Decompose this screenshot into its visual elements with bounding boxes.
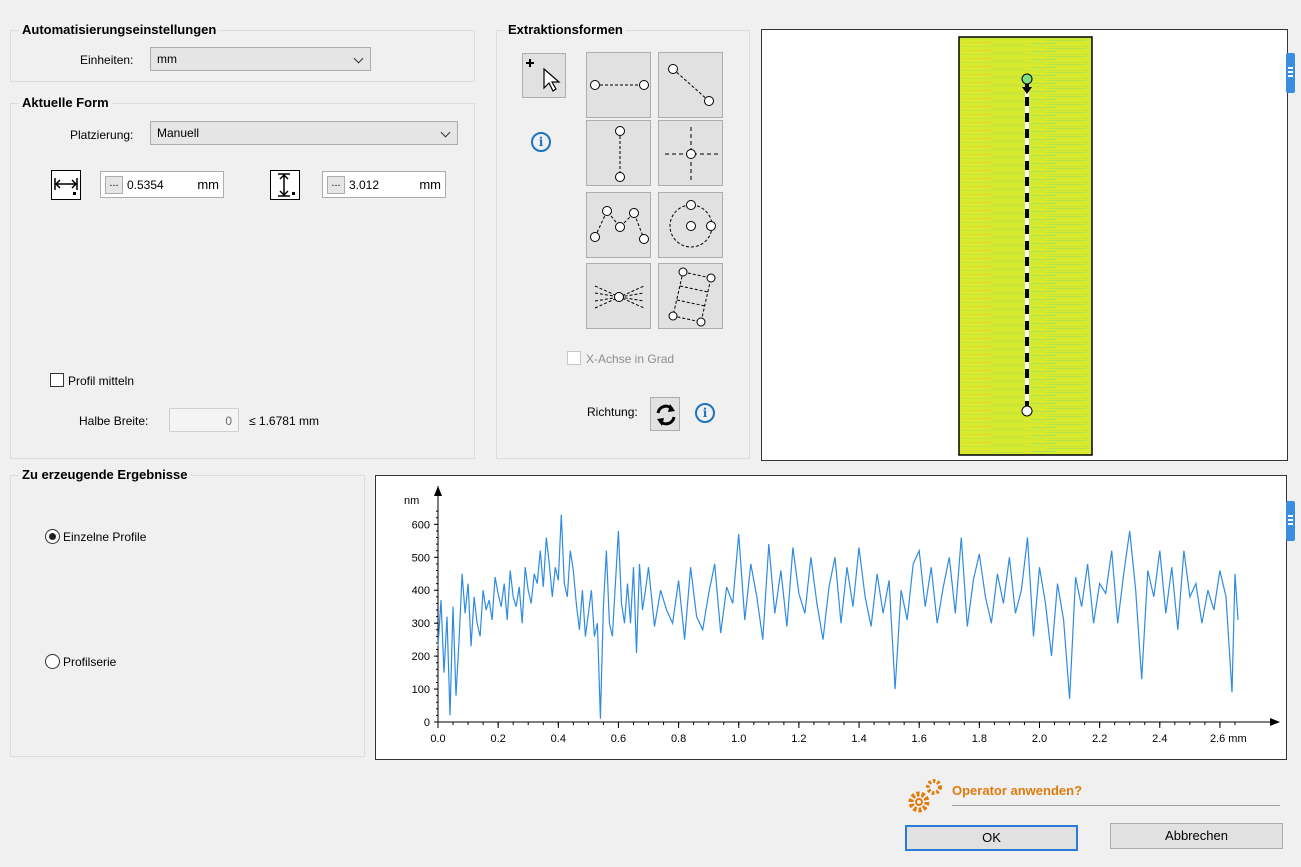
single-profiles-label: Einzelne Profile	[63, 530, 147, 544]
prompt-divider	[952, 805, 1280, 806]
profile-chart-svg: nm 0 100 200 300 400 500 600 0.0 0.2 0.4 0.6 0.8 1.0 1…	[404, 486, 1280, 745]
y-tick-label: 0	[424, 717, 430, 729]
ok-button[interactable]: OK	[905, 825, 1078, 851]
automation-settings-group: Automatisierungseinstellungen	[10, 22, 475, 82]
half-width-max: ≤ 1.6781 mm	[249, 414, 319, 428]
x-tick-label: 0.0	[430, 733, 445, 745]
y-tick-label: 100	[412, 684, 430, 696]
x-tick-label: 2.6 mm	[1210, 733, 1247, 745]
width-unit: mm	[197, 177, 219, 192]
y-tick-label: 300	[412, 618, 430, 630]
width-icon	[51, 170, 81, 200]
height-dots-button[interactable]: ...	[327, 176, 345, 194]
x-axis-arrow-icon	[1270, 718, 1280, 726]
height-icon	[270, 170, 300, 200]
chart-panel-tab[interactable]	[1286, 501, 1295, 541]
height-value: 3.012	[349, 178, 380, 192]
info-icon[interactable]: i	[531, 132, 551, 152]
profile-end-handle[interactable]	[1021, 405, 1033, 417]
height-field[interactable]: ... 3.012 mm	[322, 171, 446, 198]
half-width-label: Halbe Breite:	[79, 414, 149, 428]
width-value: 0.5354	[127, 178, 164, 192]
profile-average-label: Profil mitteln	[68, 374, 135, 388]
placement-select[interactable]: Manuell	[150, 121, 458, 145]
profile-start-handle[interactable]	[1021, 73, 1033, 85]
x-tick-label: 1.6	[912, 733, 927, 745]
results-title: Zu erzeugende Ergebnisse	[19, 467, 191, 482]
y-tick-label: 200	[412, 651, 430, 663]
direction-info-icon[interactable]: i	[695, 403, 715, 423]
apply-operator-prompt: Operator anwenden?	[952, 783, 1083, 798]
radial-lines-tool[interactable]	[586, 263, 651, 329]
placement-label: Platzierung:	[70, 128, 134, 142]
diagonal-line-tool[interactable]	[658, 52, 723, 118]
units-select[interactable]: mm	[150, 47, 371, 71]
automation-settings-title: Automatisierungseinstellungen	[19, 22, 220, 37]
profile-series-radio[interactable]	[45, 654, 60, 669]
direction-swap-button[interactable]	[650, 397, 680, 431]
y-axis-arrow-icon	[434, 486, 442, 496]
x-tick-label: 2.0	[1032, 733, 1047, 745]
cancel-button[interactable]: Abbrechen	[1110, 823, 1283, 849]
rectangle-series-tool[interactable]	[658, 263, 723, 329]
x-tick-label: 0.2	[491, 733, 506, 745]
polyline-tool[interactable]	[586, 192, 651, 258]
image-preview[interactable]	[761, 29, 1288, 461]
direction-label: Richtung:	[587, 405, 638, 419]
units-label: Einheiten:	[80, 53, 134, 67]
x-tick-label: 2.4	[1152, 733, 1167, 745]
extraction-shapes-title: Extraktionsformen	[505, 22, 626, 37]
x-tick-label: 0.4	[551, 733, 566, 745]
profile-series-line	[437, 514, 1239, 719]
x-tick-label: 1.0	[731, 733, 746, 745]
x-tick-label: 1.4	[851, 733, 866, 745]
add-pointer-tool[interactable]	[522, 53, 566, 98]
x-tick-label: 0.6	[611, 733, 626, 745]
half-width-input[interactable]: 0	[169, 408, 239, 432]
units-value: mm	[157, 52, 177, 66]
refresh-icon	[656, 404, 676, 426]
current-shape-group: Aktuelle Form	[10, 95, 475, 459]
height-unit: mm	[419, 177, 441, 192]
chevron-down-icon	[440, 127, 451, 138]
x-axis-degrees-label: X-Achse in Grad	[586, 352, 675, 366]
x-tick-label: 0.8	[671, 733, 686, 745]
horizontal-line-tool[interactable]	[586, 52, 651, 118]
width-dots-button[interactable]: ...	[105, 176, 123, 194]
x-tick-label: 1.8	[972, 733, 987, 745]
gears-icon	[908, 779, 942, 813]
results-group: Zu erzeugende Ergebnisse	[10, 467, 365, 757]
y-axis-label: nm	[404, 495, 419, 507]
image-panel-tab[interactable]	[1286, 53, 1295, 93]
y-tick-label: 400	[412, 585, 430, 597]
vertical-line-tool[interactable]	[586, 120, 651, 186]
profile-series-label: Profilserie	[63, 655, 117, 669]
x-tick-label: 1.2	[791, 733, 806, 745]
circle-tool[interactable]	[658, 192, 723, 258]
extraction-shapes-group: Extraktionsformen	[496, 22, 750, 459]
profile-average-checkbox[interactable]	[50, 373, 64, 387]
profile-chart[interactable]: nm 0 100 200 300 400 500 600 0.0 0.2 0.4 0.6 0.8 1.0 1…	[375, 475, 1287, 760]
y-tick-label: 500	[412, 552, 430, 564]
x-axis-degrees-checkbox[interactable]	[567, 351, 581, 365]
half-width-value: 0	[225, 414, 232, 428]
current-shape-title: Aktuelle Form	[19, 95, 112, 110]
placement-value: Manuell	[157, 126, 200, 140]
x-tick-label: 2.2	[1092, 733, 1107, 745]
chevron-down-icon	[353, 53, 364, 64]
crosshair-tool[interactable]	[658, 120, 723, 186]
y-tick-label: 600	[412, 519, 430, 531]
single-profiles-radio[interactable]	[45, 529, 60, 544]
width-field[interactable]: ... 0.5354 mm	[100, 171, 224, 198]
